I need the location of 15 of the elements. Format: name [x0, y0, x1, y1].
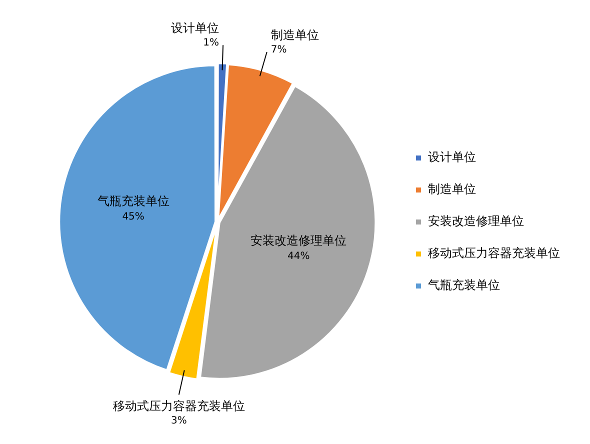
data-label: 3% [170, 415, 187, 426]
legend-label: 安装改造修理单位 [428, 214, 524, 228]
slice-label: 制造单位 [270, 28, 319, 42]
slice-label: 移动式压力容器充装单位 [112, 398, 245, 413]
slice-label: 设计单位 [171, 21, 220, 36]
legend-label: 移动式压力容器充装单位 [428, 246, 560, 260]
slice-label: 气瓶充装单位 [97, 194, 170, 208]
slice-label: 安装改造修理单位 [250, 233, 347, 248]
data-label: 1% [203, 38, 220, 49]
legend-label: 设计单位 [428, 150, 476, 164]
data-label: 7% [270, 44, 287, 56]
legend-label: 制造单位 [428, 182, 476, 196]
data-label: 45% [122, 211, 144, 222]
data-label: 44% [287, 250, 310, 262]
legend-label: 气瓶充装单位 [428, 278, 500, 292]
